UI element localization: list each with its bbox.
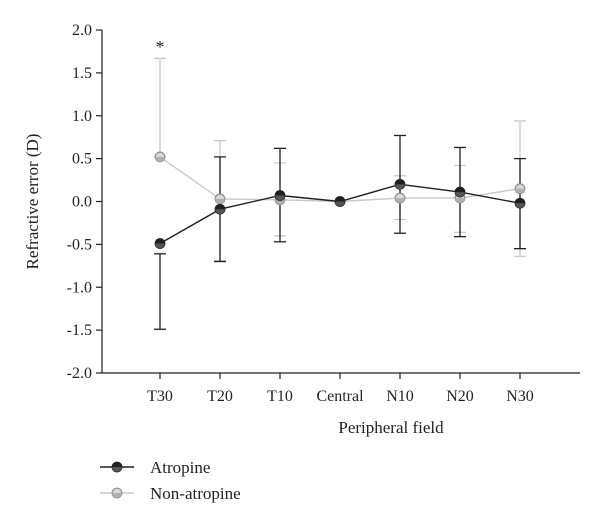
data-point <box>214 203 226 215</box>
y-tick-label: -1.0 <box>67 279 92 296</box>
x-axis-title: Peripheral field <box>338 418 444 437</box>
y-tick-label: 1.0 <box>72 108 92 125</box>
data-point <box>394 178 406 190</box>
marker-half <box>395 198 405 203</box>
data-point <box>454 186 466 198</box>
marker-half <box>155 243 165 249</box>
y-tick-label: 2.0 <box>72 22 92 39</box>
marker-half <box>515 203 525 209</box>
marker-half <box>395 184 405 190</box>
marker-half <box>155 156 165 162</box>
data-point <box>214 193 226 205</box>
legend-label: Atropine <box>150 458 210 477</box>
data-point <box>274 190 286 201</box>
data-point <box>154 151 166 163</box>
axis-labels: 2.0 1.5 1.0 0.5 0.0 -0.5 -1.0 -1.5 -2.0 T30 T20 T10… <box>23 22 534 437</box>
data-point <box>514 183 526 195</box>
y-tick-label: -1.5 <box>67 322 92 339</box>
y-tick-label: 1.5 <box>72 65 92 82</box>
legend-label: Non-atropine <box>150 484 241 503</box>
data-point <box>334 196 346 207</box>
y-tick-label: 0.5 <box>72 151 92 168</box>
series-line <box>159 156 521 203</box>
marker-half <box>215 198 225 204</box>
x-tick-label: N10 <box>386 388 414 405</box>
marker-half <box>215 209 225 215</box>
y-axis-title: Refractive error (D) <box>23 134 42 270</box>
x-tick-label: T20 <box>207 388 233 405</box>
y-tick-label: 0.0 <box>72 194 92 211</box>
marker-half <box>275 199 285 205</box>
marker-half <box>515 188 525 194</box>
data-point <box>154 238 166 249</box>
x-tick-label: N30 <box>506 388 534 405</box>
y-tick-label: -2.0 <box>67 365 92 382</box>
x-tick-label: T30 <box>147 388 173 405</box>
marker-half <box>455 198 465 203</box>
marker-half <box>112 467 122 472</box>
y-tick-label: -0.5 <box>67 236 92 253</box>
marker-half <box>455 192 465 197</box>
legend: Atropine Non-atropine <box>100 458 241 503</box>
x-tick-label: Central <box>316 388 364 405</box>
marker-half <box>335 201 345 207</box>
significance-marker: * <box>156 37 165 57</box>
legend-marker <box>111 487 123 499</box>
x-tick-label: N20 <box>446 388 474 405</box>
data-points <box>154 151 526 249</box>
data-point <box>514 197 526 209</box>
series-line <box>159 183 521 245</box>
marker-half <box>275 195 285 201</box>
axes <box>96 29 580 379</box>
x-tick-label: T10 <box>267 388 293 405</box>
marker-half <box>112 493 122 498</box>
legend-marker <box>111 461 123 473</box>
data-point <box>394 192 406 204</box>
